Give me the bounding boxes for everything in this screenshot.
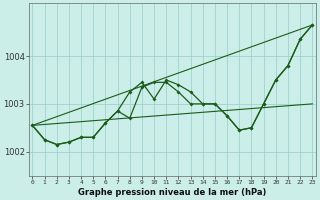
X-axis label: Graphe pression niveau de la mer (hPa): Graphe pression niveau de la mer (hPa)	[78, 188, 267, 197]
